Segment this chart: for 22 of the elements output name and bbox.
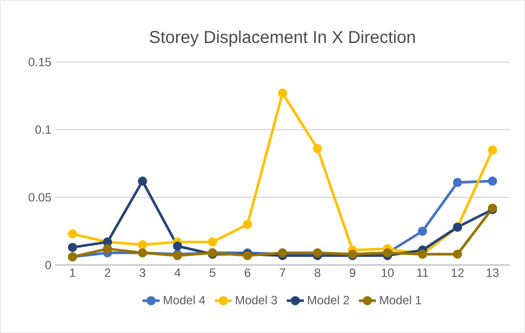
x-tick-label: 12 bbox=[452, 268, 464, 277]
x-tick-label: 13 bbox=[486, 268, 499, 277]
x-tick-label: 7 bbox=[280, 268, 286, 277]
legend-label: Model 2 bbox=[308, 296, 349, 304]
x-tick-label: 1 bbox=[70, 268, 76, 277]
chart-title: Storey Displacement In X Direction bbox=[150, 30, 415, 47]
x-tick-label: 8 bbox=[314, 268, 320, 277]
y-tick-label: 0.05 bbox=[28, 193, 51, 202]
y-tick-label: 0 bbox=[45, 260, 52, 270]
legend-label: Model 3 bbox=[236, 296, 277, 304]
x-tick-label: 2 bbox=[104, 268, 110, 277]
x-tick-label: 5 bbox=[210, 268, 216, 277]
x-tick-label: 9 bbox=[350, 268, 356, 277]
x-tick-label: 11 bbox=[417, 268, 428, 277]
legend-label: Model 1 bbox=[380, 296, 422, 304]
y-tick-label: 0.15 bbox=[28, 58, 51, 66]
x-tick-label: 3 bbox=[140, 268, 146, 277]
x-tick-label: 10 bbox=[382, 268, 394, 277]
y-tick-label: 0.1 bbox=[35, 125, 51, 134]
legend-label: Model 4 bbox=[164, 296, 206, 304]
x-tick-label: 4 bbox=[174, 268, 180, 277]
x-tick-label: 6 bbox=[244, 268, 250, 277]
